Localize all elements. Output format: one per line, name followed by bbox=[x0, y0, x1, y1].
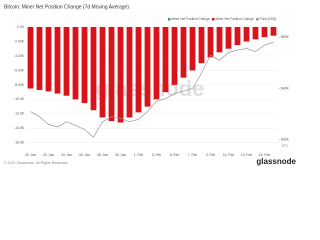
bar bbox=[63, 27, 70, 96]
y-tick-label: -6.00K bbox=[14, 68, 25, 72]
bar bbox=[198, 27, 205, 64]
y-tick-label: 0.00 bbox=[17, 25, 24, 29]
y-tick-label: -12.0K bbox=[14, 112, 25, 116]
bar bbox=[54, 27, 61, 94]
y-tick-label: -8.00K bbox=[14, 83, 25, 87]
bar bbox=[216, 27, 223, 53]
bar bbox=[261, 27, 268, 38]
x-tick-label: 1. Feb bbox=[134, 153, 144, 157]
legend-label: Miner Net Position Change bbox=[172, 17, 210, 21]
chart: Bitcoin: Miner Net Position Change (7d M… bbox=[4, 4, 297, 166]
y2-tick-label: $50K bbox=[281, 35, 290, 39]
legend-swatch bbox=[212, 18, 215, 21]
legend-swatch bbox=[256, 18, 259, 21]
legend-swatch bbox=[168, 18, 171, 21]
price-line bbox=[30, 42, 274, 138]
y2-tick-label: $30K bbox=[281, 138, 290, 142]
bar bbox=[252, 27, 259, 40]
bar bbox=[207, 27, 214, 58]
x-tick-label: 9. Feb bbox=[206, 153, 216, 157]
y-tick-label: -14.0K bbox=[14, 126, 25, 130]
x-tick-label: 24. Jan bbox=[61, 153, 72, 157]
logo: glassnode bbox=[256, 157, 296, 166]
legend-label: Price [USD] bbox=[260, 17, 277, 21]
chart-title: Bitcoin: Miner Net Position Change (7d M… bbox=[4, 4, 129, 10]
bar bbox=[234, 27, 241, 46]
x-tick-label: 7. Feb bbox=[188, 153, 198, 157]
x-tick-label: 20. Jan bbox=[25, 153, 36, 157]
bar bbox=[117, 27, 124, 123]
x-tick-label: 15. Feb bbox=[259, 153, 271, 157]
x-unit: BTC bbox=[282, 144, 289, 148]
bar bbox=[99, 27, 106, 118]
y2-tick-label: $40K bbox=[281, 86, 290, 90]
x-tick-label: 26. Jan bbox=[79, 153, 90, 157]
bar bbox=[144, 27, 151, 107]
bar bbox=[189, 27, 196, 71]
x-tick-label: 5. Feb bbox=[170, 153, 180, 157]
footer: © 2021 Glassnode. All Rights Reserved. bbox=[4, 161, 68, 165]
bar bbox=[135, 27, 142, 113]
x-tick-label: 28. Jan bbox=[97, 153, 108, 157]
bar bbox=[225, 27, 232, 49]
bar bbox=[108, 27, 115, 122]
legend-label: Miner Net Position Change bbox=[216, 17, 254, 21]
bar bbox=[27, 27, 34, 89]
bar bbox=[45, 27, 52, 92]
bar bbox=[72, 27, 79, 100]
bar bbox=[180, 27, 187, 78]
bar bbox=[171, 27, 178, 85]
y-tick-label: -2.00K bbox=[14, 39, 25, 43]
x-tick-label: 22. Jan bbox=[43, 153, 54, 157]
bar bbox=[126, 27, 133, 118]
bar bbox=[81, 27, 88, 103]
bar bbox=[162, 27, 169, 93]
x-tick-label: 13. Feb bbox=[241, 153, 253, 157]
bar bbox=[270, 27, 277, 36]
x-tick-label: 11. Feb bbox=[223, 153, 234, 157]
y-tick-label: -10.0K bbox=[14, 97, 25, 101]
y-tick-label: -16.0K bbox=[14, 141, 25, 145]
bar bbox=[90, 27, 97, 111]
bar bbox=[153, 27, 160, 100]
x-tick-label: 30. Jan bbox=[115, 153, 126, 157]
bar bbox=[36, 27, 43, 90]
x-tick-label: 3. Feb bbox=[152, 153, 162, 157]
y-tick-label: -4.00K bbox=[14, 54, 25, 58]
bar bbox=[243, 27, 250, 42]
